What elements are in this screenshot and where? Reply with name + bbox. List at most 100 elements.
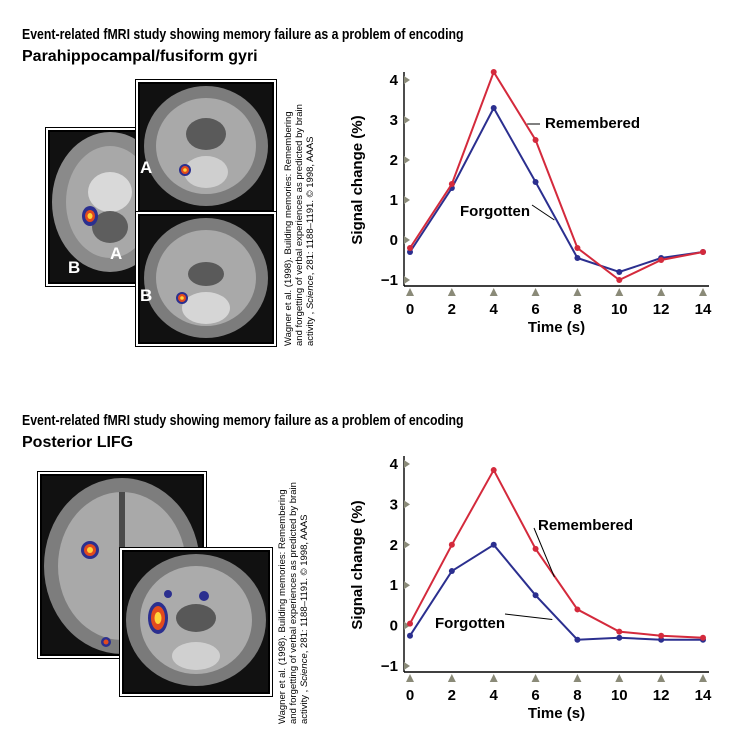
- x-tick-marker: [657, 674, 666, 682]
- x-tick-label: 14: [695, 687, 712, 704]
- y-tick-label: −1: [381, 658, 398, 675]
- panel-subtitle: Posterior LIFG: [22, 434, 134, 451]
- y-tick-marker: [404, 196, 410, 204]
- x-tick-label: 8: [573, 301, 581, 318]
- data-point-remembered: [490, 69, 497, 75]
- y-tick-marker: [404, 581, 410, 590]
- brain-scan-coronal-bottom: [138, 214, 274, 344]
- y-tick-label: 3: [390, 112, 398, 129]
- x-tick-marker: [573, 674, 582, 682]
- y-tick-label: 0: [390, 618, 398, 635]
- data-point-remembered: [574, 245, 581, 251]
- x-tick-label: 8: [573, 687, 581, 704]
- x-tick-label: 2: [448, 687, 456, 704]
- y-tick-marker: [404, 236, 410, 244]
- region-label-b: B: [140, 286, 153, 305]
- x-tick-marker: [531, 288, 540, 296]
- region-label-a: A: [110, 244, 123, 263]
- x-tick-marker: [447, 674, 456, 682]
- y-tick-marker: [404, 156, 410, 164]
- y-tick-marker: [404, 276, 410, 284]
- x-tick-marker: [489, 288, 498, 296]
- y-tick-marker: [404, 76, 410, 84]
- y-tick-label: 1: [390, 192, 398, 209]
- brain-scan-coronal-top: [138, 82, 274, 212]
- x-tick-label: 4: [490, 687, 499, 704]
- series-line-remembered: [409, 467, 704, 639]
- x-tick-marker: [657, 288, 666, 296]
- x-tick-marker: [489, 674, 498, 682]
- y-tick-label: −1: [381, 272, 398, 289]
- y-tick-label: 2: [390, 537, 398, 554]
- x-axis-label: Time (s): [528, 319, 585, 336]
- data-point-remembered: [407, 620, 413, 627]
- x-tick-label: 4: [490, 301, 499, 318]
- data-point-forgotten: [490, 541, 497, 548]
- panel-title: Event-related fMRI study showing memory …: [22, 412, 464, 429]
- series-label-forgotten: Forgotten: [435, 615, 505, 632]
- brain-scan-coronal: [122, 550, 270, 694]
- series-label-remembered: Remembered: [545, 115, 640, 132]
- y-tick-label: 0: [390, 232, 398, 249]
- x-tick-label: 0: [406, 301, 414, 318]
- panel-title: Event-related fMRI study showing memory …: [22, 26, 464, 43]
- y-tick-label: 4: [390, 72, 399, 89]
- region-label-a: A: [140, 158, 153, 177]
- x-tick-marker: [615, 674, 624, 682]
- y-tick-marker: [404, 116, 410, 124]
- x-tick-marker: [615, 288, 624, 296]
- data-point-forgotten: [616, 269, 623, 275]
- x-tick-marker: [699, 674, 707, 682]
- data-point-remembered: [490, 467, 497, 474]
- panel-subtitle: Parahippocampal/fusiform gyri: [22, 48, 258, 65]
- data-point-forgotten: [532, 179, 539, 185]
- x-tick-marker: [406, 288, 414, 296]
- series-label-forgotten: Forgotten: [460, 203, 530, 220]
- data-point-forgotten: [532, 592, 539, 599]
- x-tick-marker: [406, 674, 414, 682]
- x-axis-label: Time (s): [528, 705, 585, 722]
- x-tick-label: 2: [448, 301, 456, 318]
- data-point-remembered: [658, 257, 665, 263]
- y-tick-marker: [404, 621, 410, 630]
- data-point-forgotten: [616, 634, 623, 641]
- y-tick-label: 4: [390, 456, 399, 473]
- y-axis-label: Signal change (%): [349, 115, 366, 244]
- data-point-remembered: [407, 245, 413, 251]
- x-tick-marker: [699, 288, 707, 296]
- y-tick-marker: [404, 500, 410, 509]
- x-tick-marker: [447, 288, 456, 296]
- series-line-remembered: [409, 69, 704, 282]
- y-tick-marker: [404, 540, 410, 549]
- x-tick-label: 10: [611, 687, 628, 704]
- x-tick-label: 10: [611, 301, 628, 318]
- image-credit: Wagner et al. (1998). Building memories:…: [283, 104, 316, 346]
- x-tick-label: 14: [695, 301, 712, 318]
- y-tick-label: 1: [390, 577, 398, 594]
- region-label-b: B: [68, 258, 81, 277]
- leader-line: [531, 204, 555, 221]
- data-point-forgotten: [574, 255, 581, 261]
- data-point-forgotten: [490, 105, 497, 111]
- data-point-remembered: [616, 277, 623, 283]
- data-point-remembered: [658, 632, 665, 639]
- x-tick-label: 12: [653, 687, 670, 704]
- y-tick-marker: [404, 460, 410, 468]
- x-tick-marker: [531, 674, 540, 682]
- y-tick-marker: [404, 662, 410, 670]
- series-line-forgotten: [409, 543, 703, 641]
- y-axis-label: Signal change (%): [349, 500, 366, 629]
- data-point-remembered: [532, 137, 539, 143]
- data-point-remembered: [616, 628, 623, 635]
- data-point-forgotten: [407, 632, 413, 639]
- y-tick-label: 2: [390, 152, 398, 169]
- data-point-remembered: [532, 545, 539, 552]
- image-credit: Wagner et al. (1998). Building memories:…: [277, 482, 310, 724]
- data-point-remembered: [574, 606, 581, 613]
- y-tick-label: 3: [390, 496, 398, 513]
- data-point-remembered: [700, 249, 706, 255]
- data-point-remembered: [448, 181, 455, 187]
- series-label-remembered: Remembered: [538, 517, 633, 534]
